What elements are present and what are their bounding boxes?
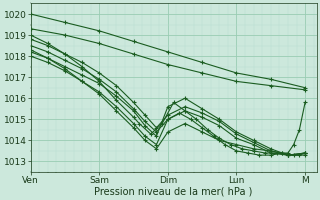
X-axis label: Pression niveau de la mer( hPa ): Pression niveau de la mer( hPa ) (94, 187, 253, 197)
